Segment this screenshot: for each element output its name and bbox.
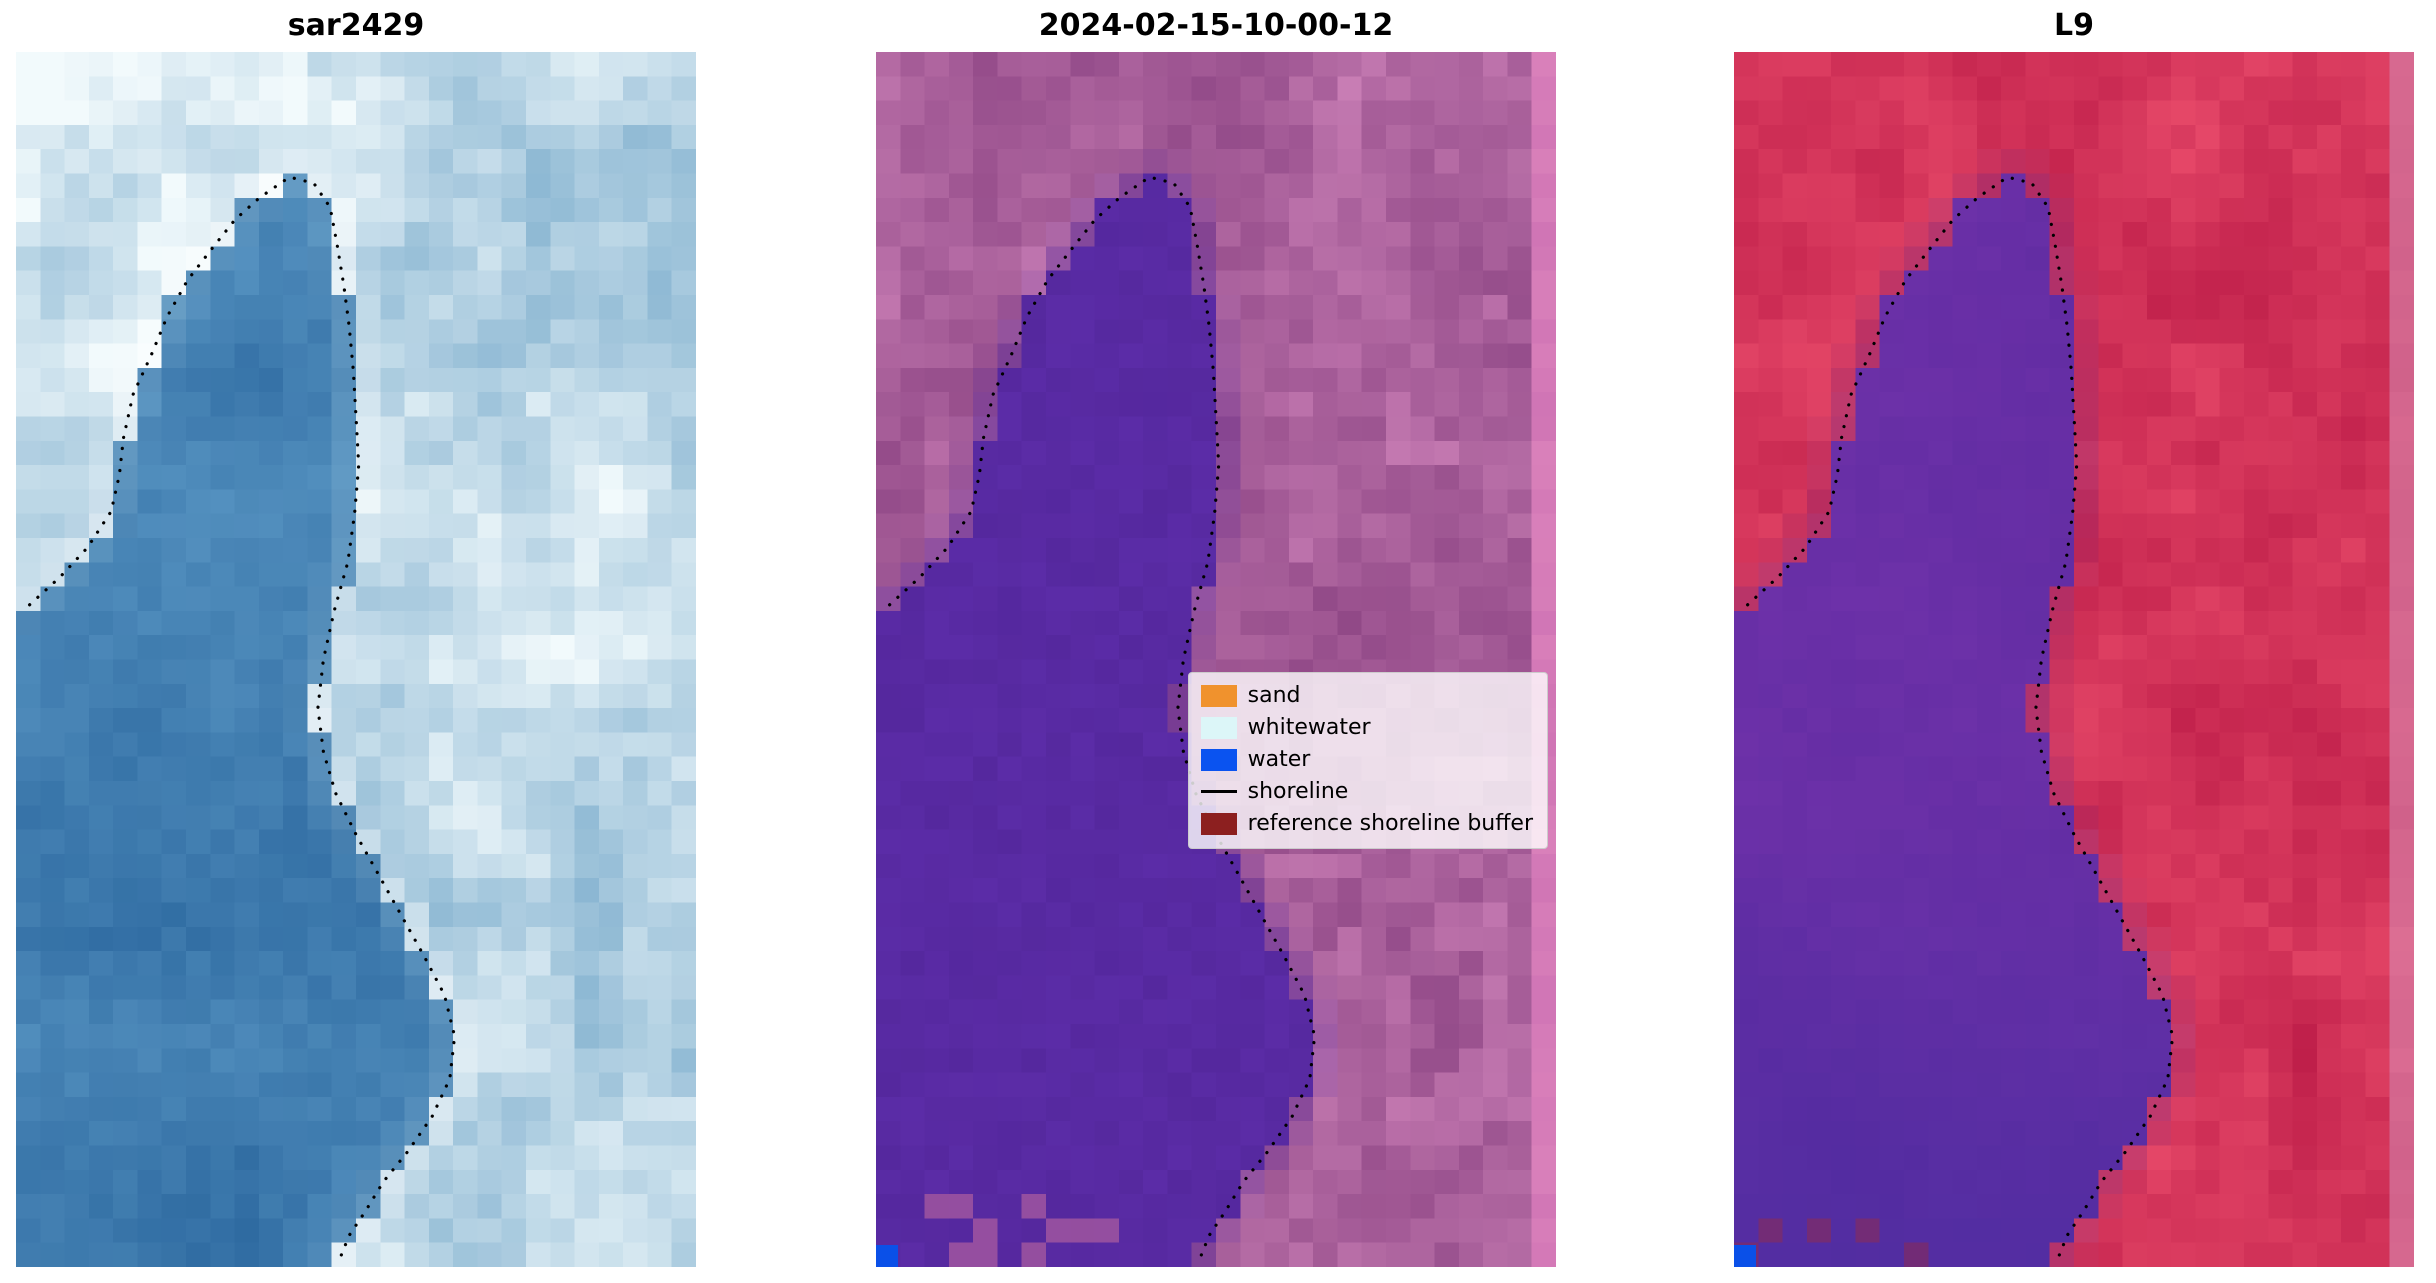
panel-title-sar: sar2429 <box>287 8 425 43</box>
legend-item-shoreline: shoreline <box>1200 779 1533 804</box>
legend-item-label: whitewater <box>1247 715 1371 740</box>
whitewater-swatch <box>1200 716 1237 739</box>
legend-item-reference-shoreline-buffer: reference shoreline buffer <box>1200 811 1533 836</box>
sand-swatch <box>1200 684 1237 707</box>
reference-buffer-swatch <box>1200 812 1237 835</box>
legend-item-label: sand <box>1247 683 1301 708</box>
legend-item-label: water <box>1247 747 1311 772</box>
legend-item-sand: sand <box>1200 683 1533 708</box>
water-swatch <box>1200 748 1237 771</box>
legend-item-whitewater: whitewater <box>1200 715 1533 740</box>
l9-image-canvas <box>1734 52 2414 1267</box>
panel-title-l9: L9 <box>2054 8 2094 43</box>
l9-image-panel <box>1734 52 2414 1267</box>
legend-item-label: shoreline <box>1247 779 1349 804</box>
classified-image-canvas <box>876 52 1556 1267</box>
legend: sand whitewater water shoreline referenc… <box>1187 672 1548 849</box>
water-corner-pixel <box>1734 1245 1756 1267</box>
sar-image-panel <box>16 52 696 1267</box>
legend-item-water: water <box>1200 747 1533 772</box>
classified-image-panel: sand whitewater water shoreline referenc… <box>876 52 1556 1267</box>
shoreline-line-swatch <box>1200 790 1237 793</box>
water-corner-pixel <box>876 1245 898 1267</box>
legend-item-label: reference shoreline buffer <box>1247 811 1533 836</box>
sar-image-canvas <box>16 52 696 1267</box>
panel-title-date: 2024-02-15-10-00-12 <box>1038 8 1394 43</box>
